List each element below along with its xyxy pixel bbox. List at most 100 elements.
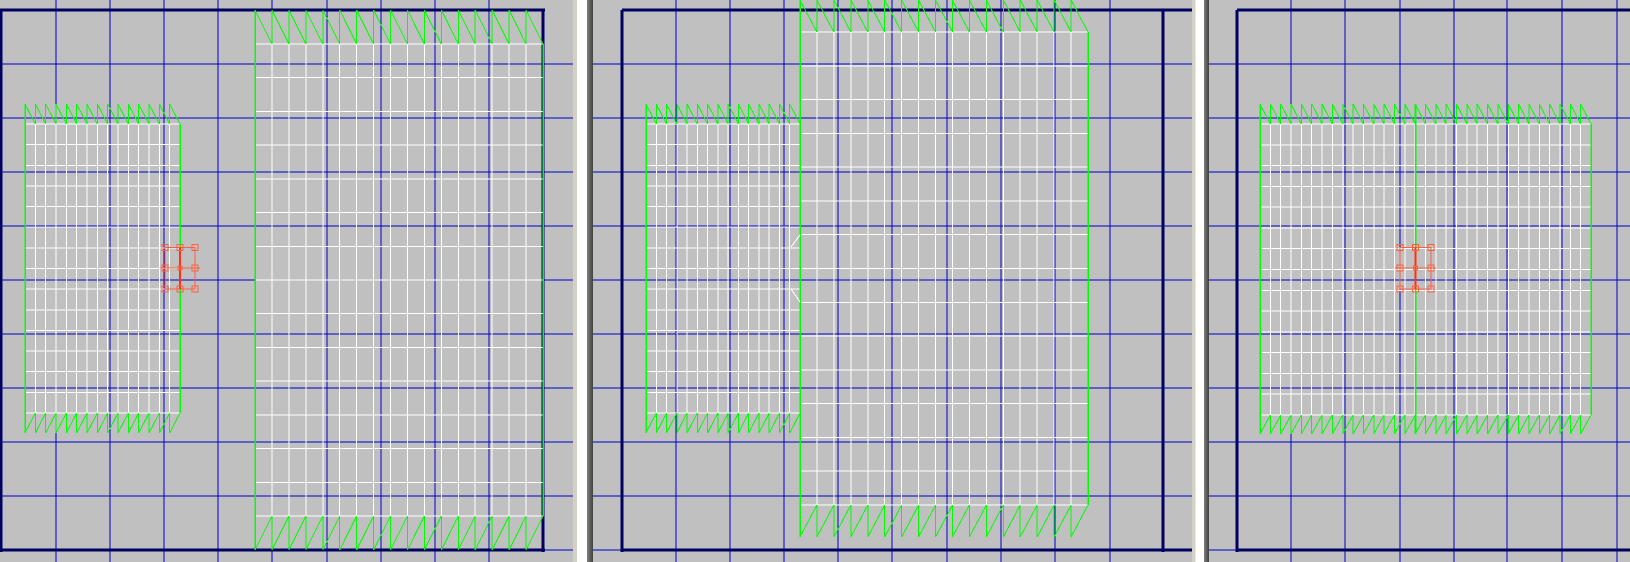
brush-edge-diagonal bbox=[1383, 103, 1395, 125]
brush-bevel-line bbox=[790, 234, 801, 248]
brush-edge-diagonal bbox=[148, 412, 160, 434]
brush-edge-diagonal bbox=[339, 9, 358, 45]
brush-edge-diagonal bbox=[696, 412, 709, 434]
brush-edge-diagonal bbox=[1002, 504, 1021, 538]
brush-edge-diagonal bbox=[1549, 103, 1561, 125]
brush-edge-diagonal bbox=[799, 504, 818, 538]
brush-edge-diagonal bbox=[1259, 103, 1271, 125]
brush-edge-diagonal bbox=[474, 515, 493, 551]
brush-edge-diagonal bbox=[407, 9, 425, 45]
brush-edge-diagonal bbox=[1435, 414, 1447, 435]
brush-edge-diagonal bbox=[1445, 414, 1457, 435]
brush-edge-diagonal bbox=[1321, 103, 1333, 125]
brush-edge-diagonal bbox=[833, 504, 852, 538]
selection-center-handle bbox=[177, 265, 183, 271]
selection-handle bbox=[161, 244, 169, 251]
brush-edge-diagonal bbox=[423, 515, 442, 551]
brush-edge-diagonal bbox=[1300, 103, 1313, 125]
brush-edge-diagonal bbox=[1019, 504, 1038, 538]
selection-handle bbox=[1412, 244, 1419, 251]
brush-edge-diagonal bbox=[390, 515, 408, 551]
brush-edge-diagonal bbox=[727, 103, 739, 125]
brush-edge-diagonal bbox=[901, 504, 920, 538]
brush-edge-diagonal bbox=[676, 412, 688, 434]
brush-edge-diagonal bbox=[655, 412, 667, 434]
brush bbox=[645, 103, 801, 434]
brush-edge-diagonal bbox=[816, 504, 835, 538]
brush-edge-diagonal bbox=[1352, 414, 1364, 435]
brush-edge-diagonal bbox=[1269, 414, 1282, 435]
brush-edge-diagonal bbox=[1518, 414, 1530, 435]
brush-edge-diagonal bbox=[107, 412, 119, 434]
selection-handle bbox=[191, 264, 199, 272]
brush-edge-diagonal bbox=[1342, 414, 1354, 435]
brush-edge-diagonal bbox=[423, 9, 442, 45]
brush-edge-diagonal bbox=[1414, 103, 1426, 125]
brush-edge-diagonal bbox=[1528, 103, 1540, 125]
viewport-1[interactable] bbox=[0, 0, 573, 562]
brush-edge-diagonal bbox=[968, 504, 987, 538]
selection-handle bbox=[161, 285, 169, 293]
brush-edge-diagonal bbox=[1497, 103, 1509, 125]
brush-edge-diagonal bbox=[707, 103, 719, 125]
viewport-splitter-2[interactable] bbox=[1192, 0, 1209, 562]
brush-edge-diagonal bbox=[491, 9, 510, 45]
brush-edge-diagonal bbox=[952, 504, 970, 538]
brush-edge-diagonal bbox=[86, 103, 98, 125]
selection-handle bbox=[191, 285, 199, 293]
brush-edge-diagonal bbox=[867, 0, 886, 33]
brush-edge-diagonal bbox=[1569, 414, 1582, 435]
brush-edge-diagonal bbox=[1036, 0, 1055, 33]
viewport-2[interactable] bbox=[593, 0, 1192, 562]
brush-edge-diagonal bbox=[1538, 414, 1551, 435]
brush-edge-diagonal bbox=[1528, 414, 1540, 435]
brush-edge-diagonal bbox=[918, 504, 936, 538]
brush-edge-diagonal bbox=[45, 412, 57, 434]
brush-edge-diagonal bbox=[127, 412, 140, 434]
brush-edge-diagonal bbox=[1290, 414, 1302, 435]
brush-edge-diagonal bbox=[158, 103, 171, 125]
brush-edge-diagonal bbox=[686, 412, 698, 434]
brush-edge-diagonal bbox=[1425, 414, 1437, 435]
brush-edge-diagonal bbox=[833, 0, 852, 33]
brush-edge-diagonal bbox=[655, 103, 667, 125]
brush-edge-diagonal bbox=[457, 515, 476, 551]
brush-edge-diagonal bbox=[96, 103, 109, 125]
brush-edge-diagonal bbox=[65, 412, 78, 434]
brush-edge-diagonal bbox=[918, 0, 936, 33]
brush-edge-diagonal bbox=[127, 103, 140, 125]
selection-handle bbox=[1427, 264, 1435, 272]
brush-edge-diagonal bbox=[768, 412, 780, 434]
brush-edge-diagonal bbox=[1445, 103, 1457, 125]
brush-edge-diagonal bbox=[1580, 414, 1592, 435]
brush-edge-diagonal bbox=[1352, 103, 1364, 125]
brush-edge-diagonal bbox=[1425, 103, 1437, 125]
brush-edge-diagonal bbox=[758, 103, 770, 125]
brush-edge-diagonal bbox=[696, 103, 709, 125]
selection-center-handle bbox=[1413, 265, 1418, 271]
brush-edge-diagonal bbox=[76, 103, 88, 125]
brush-edge-diagonal bbox=[1070, 504, 1089, 538]
brush-edge-diagonal bbox=[737, 412, 750, 434]
brush-edge-diagonal bbox=[985, 0, 1004, 33]
brush-edge-diagonal bbox=[271, 9, 290, 45]
viewport-3[interactable] bbox=[1209, 0, 1630, 562]
viewport-2-canvas[interactable] bbox=[593, 0, 1192, 562]
viewport-splitter-1[interactable] bbox=[573, 0, 593, 562]
brush bbox=[254, 9, 544, 551]
viewport-3-canvas[interactable] bbox=[1209, 0, 1630, 562]
viewport-1-canvas[interactable] bbox=[0, 0, 573, 562]
brush-edge-diagonal bbox=[373, 9, 391, 45]
brush-edge-diagonal bbox=[1487, 103, 1499, 125]
selection-box bbox=[160, 244, 200, 293]
selection-handle bbox=[1396, 244, 1404, 251]
brush bbox=[1259, 103, 1592, 435]
brush-edge-diagonal bbox=[440, 515, 459, 551]
brush-edge-diagonal bbox=[1476, 414, 1489, 435]
brush-edge-diagonal bbox=[356, 515, 375, 551]
brush-edge-diagonal bbox=[748, 103, 760, 125]
brush-edge-diagonal bbox=[1362, 103, 1375, 125]
brush-edge-diagonal bbox=[76, 412, 88, 434]
brush-edge-diagonal bbox=[968, 0, 987, 33]
brush-edge-diagonal bbox=[138, 103, 150, 125]
